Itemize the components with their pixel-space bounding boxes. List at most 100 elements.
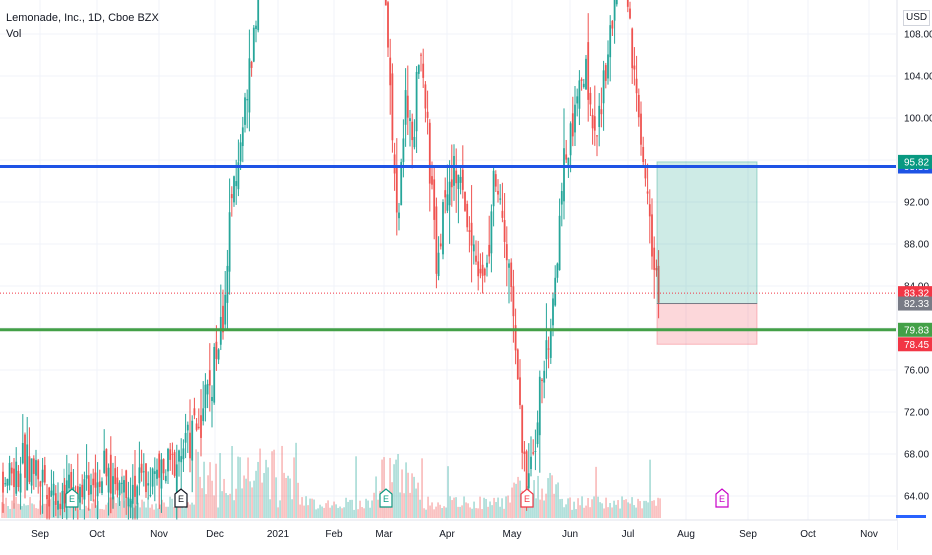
candle <box>173 449 176 478</box>
candle <box>63 477 66 513</box>
candle <box>233 175 235 207</box>
volume-bar <box>601 503 603 518</box>
candle-body <box>228 212 231 272</box>
volume-bar <box>13 503 15 518</box>
candle-body <box>103 450 106 473</box>
volume-bar <box>649 459 651 518</box>
volume-bar <box>639 501 641 518</box>
volume-bar <box>229 493 231 518</box>
volume-bar <box>605 497 607 518</box>
volume-bar <box>85 505 87 518</box>
candle-body <box>505 244 508 261</box>
candle <box>444 177 447 214</box>
volume-bar <box>279 500 281 518</box>
candle <box>439 233 442 250</box>
candle-body <box>543 370 546 383</box>
volume-bar <box>531 503 533 518</box>
volume-bar <box>461 505 463 518</box>
price-tag-label: 79.83 <box>904 325 929 336</box>
candle <box>455 148 458 213</box>
candle-body <box>125 470 128 499</box>
volume-bar <box>513 482 515 518</box>
candle <box>633 47 636 86</box>
earnings-icon <box>174 488 188 508</box>
volume-bar <box>645 500 647 518</box>
candle <box>497 179 499 203</box>
candle <box>142 453 145 487</box>
volume-bar <box>21 506 23 518</box>
price-tag-bg <box>898 337 932 352</box>
volume-bar <box>347 501 349 518</box>
time-axis <box>0 520 897 550</box>
volume-bar <box>5 497 7 518</box>
volume-bar <box>533 480 535 518</box>
candle <box>125 469 128 515</box>
earnings-marker: E <box>715 488 729 508</box>
volume-bar <box>579 505 581 518</box>
candle <box>46 483 48 520</box>
volume-bar <box>185 501 187 518</box>
candle-body <box>653 247 656 270</box>
candle <box>492 166 495 227</box>
candle-body <box>171 453 174 455</box>
earnings-marker: E <box>379 488 393 508</box>
time-tick-label: Apr <box>439 529 455 540</box>
candle-body <box>596 135 598 137</box>
candle-body <box>39 481 42 487</box>
candle-body <box>536 422 539 445</box>
volume-bar <box>555 484 557 518</box>
candle-body <box>527 473 530 489</box>
volume-bar <box>119 501 121 518</box>
candle-body <box>15 461 18 494</box>
volume-bar <box>597 496 599 518</box>
price-tag-bg <box>898 296 932 311</box>
volume-bar <box>409 492 411 518</box>
candle <box>433 165 436 240</box>
candle-body <box>574 104 576 133</box>
candle <box>642 136 645 167</box>
price-axis-tag: 79.83 <box>898 322 932 337</box>
volume-bar <box>417 482 419 518</box>
loss-zone <box>656 303 758 345</box>
volume-bar <box>121 468 123 518</box>
candle-body <box>213 346 216 403</box>
candle-body <box>109 454 112 494</box>
candle <box>151 467 154 495</box>
candle <box>657 250 660 319</box>
candle-body <box>477 261 480 277</box>
volume-bar <box>499 506 501 518</box>
currency-badge[interactable]: USD <box>903 10 931 26</box>
candle-body <box>178 450 180 462</box>
volume-bar <box>535 498 537 518</box>
volume-bar <box>35 508 37 518</box>
volume-bar <box>611 507 613 518</box>
candle <box>123 475 125 508</box>
candle-body <box>8 462 11 486</box>
candle-body <box>105 448 108 477</box>
earnings-label: E <box>383 494 389 504</box>
candle-body <box>538 376 541 436</box>
candle-body <box>241 127 244 147</box>
candle-body <box>576 96 579 104</box>
volume-bar <box>41 505 43 518</box>
candle <box>598 93 601 147</box>
candle <box>629 1 631 20</box>
volume-bar <box>81 509 83 518</box>
candle-body <box>175 464 178 494</box>
candle <box>202 381 205 426</box>
candle <box>391 63 394 153</box>
candle <box>389 38 392 115</box>
candle <box>94 454 97 508</box>
volume-bar <box>9 508 11 518</box>
candle-body <box>488 244 491 257</box>
candle-body <box>428 122 431 184</box>
candle <box>653 236 656 299</box>
volume-bar <box>365 498 367 518</box>
candle-body <box>151 468 154 487</box>
candle <box>398 203 400 231</box>
candle-body <box>461 169 464 190</box>
candle <box>607 40 609 85</box>
volume-bar <box>625 499 627 518</box>
